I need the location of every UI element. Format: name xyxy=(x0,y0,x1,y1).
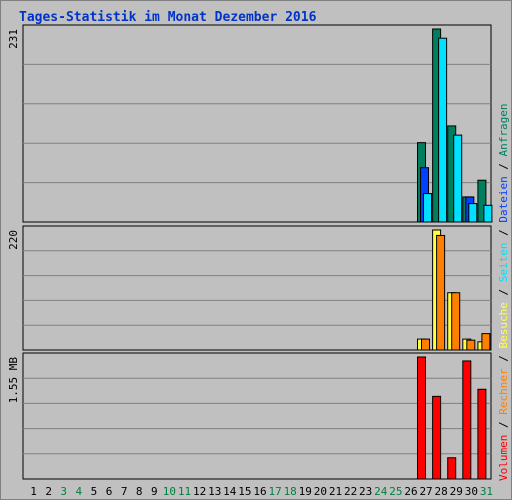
x-tick-label: 2 xyxy=(45,485,52,498)
x-tick-label: 23 xyxy=(359,485,372,498)
panel-3: 1.55 MB xyxy=(7,352,492,480)
x-tick-label: 7 xyxy=(121,485,128,498)
legend-separator: / xyxy=(497,415,510,435)
chart-title: Tages-Statistik im Monat Dezember 2016 xyxy=(19,10,317,25)
x-tick-label: 8 xyxy=(136,485,143,498)
x-tick-label: 1 xyxy=(30,485,37,498)
x-tick-label: 9 xyxy=(151,485,158,498)
x-tick-label: 11 xyxy=(178,485,191,498)
x-tick-label: 19 xyxy=(299,485,312,498)
x-tick-label: 3 xyxy=(60,485,67,498)
x-tick-label: 26 xyxy=(404,485,417,498)
bar-anfragen-day-31 xyxy=(477,179,487,223)
x-tick-label: 15 xyxy=(238,485,251,498)
bar-rechner-day-28 xyxy=(436,234,446,351)
x-tick-label: 18 xyxy=(284,485,297,498)
x-tick-label: 31 xyxy=(480,485,493,498)
bar-volumen-day-28 xyxy=(432,395,442,480)
bar-seiten-day-31 xyxy=(483,204,493,223)
bar-seiten-day-27 xyxy=(423,193,433,223)
legend-separator: / xyxy=(497,349,510,369)
legend-item-seiten: Seiten xyxy=(497,243,510,283)
x-tick-label: 22 xyxy=(344,485,357,498)
legend-item-dateien: Dateien xyxy=(497,176,510,222)
legend-item-volumen: Volumen xyxy=(497,435,510,481)
panel-border xyxy=(22,225,492,351)
legend-item-besuche: Besuche xyxy=(497,302,510,348)
x-tick-label: 20 xyxy=(314,485,327,498)
bar-seiten-day-29 xyxy=(453,134,463,223)
bar-seiten-day-28 xyxy=(438,37,448,223)
bar-volumen-day-31 xyxy=(477,388,487,480)
x-tick-label: 29 xyxy=(450,485,463,498)
x-tick-label: 10 xyxy=(163,485,176,498)
x-tick-label: 21 xyxy=(329,485,342,498)
x-tick-label: 6 xyxy=(106,485,113,498)
x-tick-label: 12 xyxy=(193,485,206,498)
legend-separator: / xyxy=(497,156,510,176)
panel-2: 220 xyxy=(7,225,492,351)
bar-rechner-day-31 xyxy=(481,333,491,351)
legend-separator: / xyxy=(497,223,510,243)
x-tick-label: 13 xyxy=(208,485,221,498)
bar-rechner-day-30 xyxy=(466,339,476,351)
bar-rechner-day-29 xyxy=(451,292,461,351)
x-tick-label: 24 xyxy=(374,485,388,498)
x-tick-label: 5 xyxy=(91,485,98,498)
legend-item-anfragen: Anfragen xyxy=(497,103,510,156)
bar-volumen-day-27 xyxy=(417,356,427,480)
x-tick-label: 27 xyxy=(419,485,432,498)
bar-rechner-day-27 xyxy=(421,338,431,351)
bar-volumen-day-29 xyxy=(447,457,457,480)
legend: Volumen / Rechner / Besuche / Seiten / D… xyxy=(497,103,510,481)
x-tick-label: 25 xyxy=(389,485,402,498)
x-tick-label: 17 xyxy=(268,485,281,498)
x-tick-label: 30 xyxy=(465,485,478,498)
panel-border xyxy=(22,24,492,223)
bar-volumen-day-30 xyxy=(462,360,472,480)
x-tick-label: 14 xyxy=(223,485,237,498)
bar-seiten-day-30 xyxy=(468,203,478,223)
y-axis-max-label: 1.55 MB xyxy=(7,357,20,404)
legend-separator: / xyxy=(497,282,510,302)
x-tick-label: 4 xyxy=(76,485,83,498)
y-axis-max-label: 220 xyxy=(7,230,20,250)
y-axis-max-label: 231 xyxy=(7,29,20,49)
x-tick-label: 28 xyxy=(435,485,448,498)
panel-border xyxy=(22,352,492,480)
legend-item-rechner: Rechner xyxy=(497,368,510,415)
panel-1: 231 xyxy=(7,24,493,223)
x-tick-label: 16 xyxy=(253,485,266,498)
